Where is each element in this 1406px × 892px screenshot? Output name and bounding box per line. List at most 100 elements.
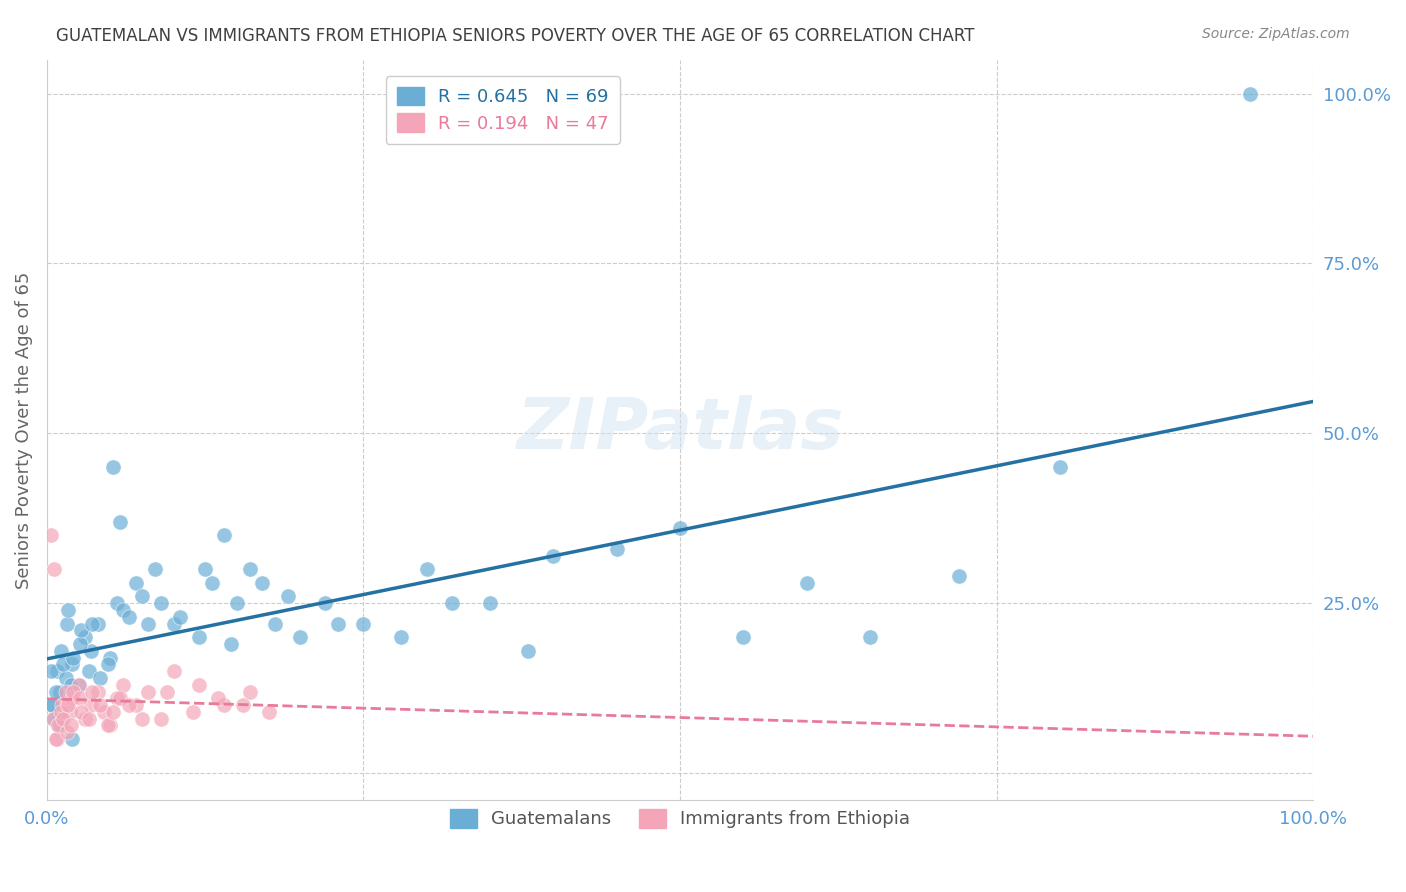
Text: Source: ZipAtlas.com: Source: ZipAtlas.com	[1202, 27, 1350, 41]
Point	[62, 684, 84, 698]
Point	[70, 624, 93, 638]
Point	[124, 698, 146, 712]
Point	[105, 596, 128, 610]
Point	[46, 732, 69, 747]
Point	[69, 637, 91, 651]
Point	[207, 691, 229, 706]
Point	[46, 718, 69, 732]
Point	[77, 712, 100, 726]
Point	[56, 725, 79, 739]
Point	[60, 691, 83, 706]
Point	[948, 569, 970, 583]
Point	[69, 691, 91, 706]
Point	[98, 650, 121, 665]
Point	[111, 603, 134, 617]
Point	[110, 691, 132, 706]
Point	[86, 684, 108, 698]
Point	[263, 616, 285, 631]
Point	[73, 712, 96, 726]
Point	[479, 596, 502, 610]
Point	[98, 718, 121, 732]
Legend: Guatemalans, Immigrants from Ethiopia: Guatemalans, Immigrants from Ethiopia	[443, 802, 918, 836]
Point	[238, 562, 260, 576]
Point	[45, 732, 67, 747]
Text: GUATEMALAN VS IMMIGRANTS FROM ETHIOPIA SENIORS POVERTY OVER THE AGE OF 65 CORREL: GUATEMALAN VS IMMIGRANTS FROM ETHIOPIA S…	[56, 27, 974, 45]
Point	[131, 712, 153, 726]
Point	[48, 684, 70, 698]
Point	[131, 590, 153, 604]
Point	[82, 616, 104, 631]
Point	[89, 698, 111, 712]
Point	[59, 678, 82, 692]
Point	[416, 562, 439, 576]
Point	[328, 616, 350, 631]
Point	[276, 590, 298, 604]
Y-axis label: Seniors Poverty Over the Age of 65: Seniors Poverty Over the Age of 65	[15, 271, 32, 589]
Point	[41, 698, 63, 712]
Point	[238, 684, 260, 698]
Point	[46, 664, 69, 678]
Point	[1239, 87, 1261, 101]
Point	[42, 698, 65, 712]
Point	[82, 684, 104, 698]
Point	[391, 630, 413, 644]
Point	[60, 732, 83, 747]
Point	[187, 630, 209, 644]
Point	[143, 562, 166, 576]
Point	[56, 616, 79, 631]
Point	[288, 630, 311, 644]
Point	[93, 705, 115, 719]
Point	[212, 698, 235, 712]
Point	[181, 705, 204, 719]
Point	[49, 705, 72, 719]
Point	[59, 718, 82, 732]
Point	[124, 575, 146, 590]
Point	[67, 678, 90, 692]
Point	[101, 705, 124, 719]
Point	[315, 596, 337, 610]
Point	[39, 664, 62, 678]
Point	[669, 521, 692, 535]
Point	[97, 718, 120, 732]
Point	[67, 678, 90, 692]
Text: ZIPatlas: ZIPatlas	[516, 395, 844, 465]
Point	[225, 596, 247, 610]
Point	[51, 698, 73, 712]
Point	[149, 596, 172, 610]
Point	[194, 562, 217, 576]
Point	[212, 528, 235, 542]
Point	[441, 596, 464, 610]
Point	[101, 460, 124, 475]
Point	[44, 712, 66, 726]
Point	[187, 678, 209, 692]
Point	[55, 684, 77, 698]
Point	[1049, 460, 1071, 475]
Point	[118, 609, 141, 624]
Point	[796, 575, 818, 590]
Point	[162, 616, 184, 631]
Point	[59, 705, 82, 719]
Point	[58, 603, 80, 617]
Point	[55, 671, 77, 685]
Point	[111, 678, 134, 692]
Point	[73, 630, 96, 644]
Point	[86, 616, 108, 631]
Point	[105, 691, 128, 706]
Point	[250, 575, 273, 590]
Point	[162, 664, 184, 678]
Point	[60, 657, 83, 672]
Point	[353, 616, 375, 631]
Point	[52, 712, 75, 726]
Point	[44, 562, 66, 576]
Point	[232, 698, 254, 712]
Point	[52, 657, 75, 672]
Point	[70, 705, 93, 719]
Point	[543, 549, 565, 563]
Point	[39, 528, 62, 542]
Point	[136, 684, 159, 698]
Point	[97, 657, 120, 672]
Point	[89, 671, 111, 685]
Point	[62, 650, 84, 665]
Point	[219, 637, 242, 651]
Point	[149, 712, 172, 726]
